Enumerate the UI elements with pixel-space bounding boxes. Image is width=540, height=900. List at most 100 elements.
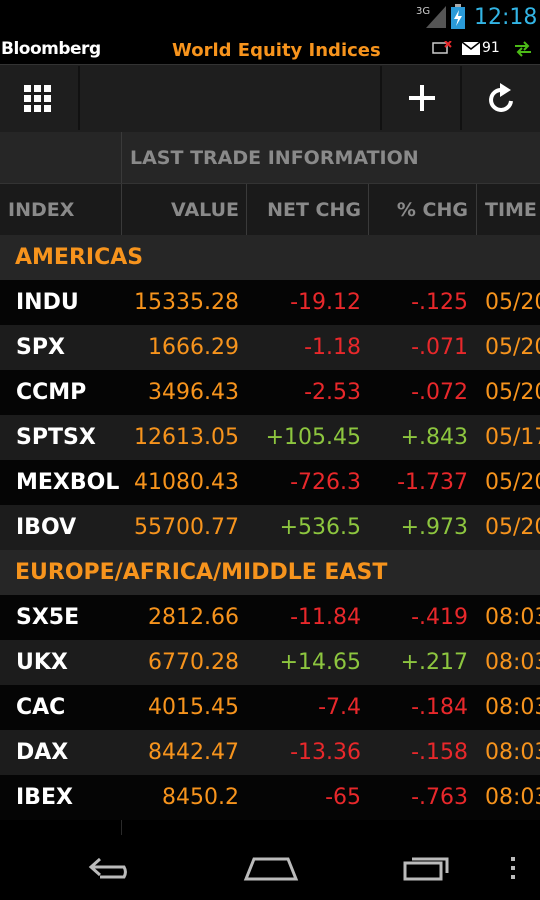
cell: 08:03 [485, 605, 540, 630]
table-row: CCMP 3496.43 -2.53 -.072 05/20 [0, 370, 540, 415]
cell: +536.5 [279, 515, 361, 540]
cell: SX5E [16, 605, 80, 630]
grid-menu-button[interactable] [24, 85, 52, 113]
table-row: IBOV 55700.77 +536.5 +.973 05/20 [0, 505, 540, 550]
cell: 55700.77 [134, 515, 239, 540]
cell: -726.3 [290, 470, 361, 495]
cell: 05/20 [485, 380, 540, 405]
cell: -13.36 [290, 740, 361, 765]
divider [121, 132, 122, 183]
home-button[interactable] [243, 857, 299, 881]
battery-icon [451, 4, 465, 29]
table-row: DAX 8442.47 -13.36 -.158 08:03 [0, 730, 540, 775]
divider [121, 184, 122, 236]
section-title: AMERICAS [15, 245, 144, 270]
app-title: World Equity Indices [172, 40, 381, 61]
column-header: NET CHG [267, 199, 361, 221]
cell: 05/20 [485, 290, 540, 315]
cell: -2.53 [304, 380, 361, 405]
table-row: IBEX 8450.2 -65 -.763 08:03 [0, 775, 540, 820]
cell: 2812.66 [148, 605, 239, 630]
table-row: INDU 15335.28 -19.12 -.125 05/20 [0, 280, 540, 325]
cell: +.217 [400, 650, 468, 675]
table-body: AMERICAS INDU 15335.28 -19.12 -.125 05/20 SPX 1… [0, 235, 540, 835]
cell: CCMP [16, 380, 87, 405]
cell: 08:03 [485, 785, 540, 810]
cell: 6770.28 [148, 650, 239, 675]
table-row: SPX 1666.29 -1.18 -.071 05/20 [0, 325, 540, 370]
cell: +.843 [400, 425, 468, 450]
refresh-button[interactable] [487, 83, 517, 115]
divider [380, 66, 382, 130]
cell: +105.45 [265, 425, 361, 450]
recents-button[interactable] [403, 857, 449, 881]
status-time: 12:18 [474, 5, 538, 30]
column-header-row: INDEX VALUE NET CHG % CHG TIME [0, 183, 540, 236]
cell: +.973 [400, 515, 468, 540]
cell: 05/17 [485, 425, 540, 450]
cell: 1666.29 [148, 335, 239, 360]
nav-bar [88, 857, 515, 881]
section-title: EUROPE/AFRICA/MIDDLE EAST [15, 560, 388, 585]
table-row: UKX 6770.28 +14.65 +.217 08:03 [0, 640, 540, 685]
table-row: SPTSX 12613.05 +105.45 +.843 05/17 [0, 415, 540, 460]
cell: -7.4 [318, 695, 361, 720]
cell: -.158 [411, 740, 468, 765]
cell: 05/20 [485, 515, 540, 540]
cell: +14.65 [279, 650, 361, 675]
cell: -.763 [411, 785, 468, 810]
cell: -19.12 [290, 290, 361, 315]
group-header: LAST TRADE INFORMATION [130, 147, 419, 169]
cell: 08:03 [485, 650, 540, 675]
divider [368, 184, 369, 236]
cell: 4015.45 [148, 695, 239, 720]
divider [246, 184, 247, 236]
section-header: EUROPE/AFRICA/MIDDLE EAST [0, 550, 540, 595]
cell: SPX [16, 335, 65, 360]
divider [78, 66, 80, 130]
table-row: CAC 4015.45 -7.4 -.184 08:03 [0, 685, 540, 730]
cell: -65 [325, 785, 361, 810]
brand: Bloomberg [1, 39, 101, 59]
notification-count: 91 [482, 40, 500, 56]
cell: IBEX [16, 785, 73, 810]
cell: -.071 [411, 335, 468, 360]
cell: CAC [16, 695, 66, 720]
column-header: TIME [485, 199, 537, 221]
cell: INDU [16, 290, 79, 315]
cell: 15335.28 [134, 290, 239, 315]
status-network: 3G [416, 6, 431, 17]
signal-icon [426, 6, 446, 28]
column-header: % CHG [396, 199, 468, 221]
group-header-bar [0, 132, 540, 183]
add-button[interactable] [408, 84, 436, 112]
alert-icon [432, 41, 452, 54]
divider [476, 184, 477, 236]
sync-icon [515, 41, 531, 57]
toolbar [0, 64, 540, 133]
cell: IBOV [16, 515, 77, 540]
cell: MEXBOL [16, 470, 120, 495]
back-button[interactable] [88, 857, 127, 879]
cell: 05/20 [485, 470, 540, 495]
cell: UKX [16, 650, 68, 675]
table-row: SX5E 2812.66 -11.84 -.419 08:03 [0, 595, 540, 640]
section-header: AMERICAS [0, 235, 540, 280]
column-header: INDEX [8, 199, 75, 221]
cell: 08:03 [485, 695, 540, 720]
table-row: MEXBOL 41080.43 -726.3 -1.737 05/20 [0, 460, 540, 505]
cell: -.125 [411, 290, 468, 315]
cell: -.184 [411, 695, 468, 720]
cell: -.419 [411, 605, 468, 630]
cell: 8442.47 [148, 740, 239, 765]
cell: 12613.05 [134, 425, 239, 450]
menu-button[interactable] [511, 857, 515, 879]
cell: -1.18 [304, 335, 361, 360]
cell: -.072 [411, 380, 468, 405]
cell: 8450.2 [162, 785, 239, 810]
cell: DAX [16, 740, 69, 765]
cell: 08:03 [485, 740, 540, 765]
divider [460, 66, 462, 130]
divider [121, 820, 122, 835]
